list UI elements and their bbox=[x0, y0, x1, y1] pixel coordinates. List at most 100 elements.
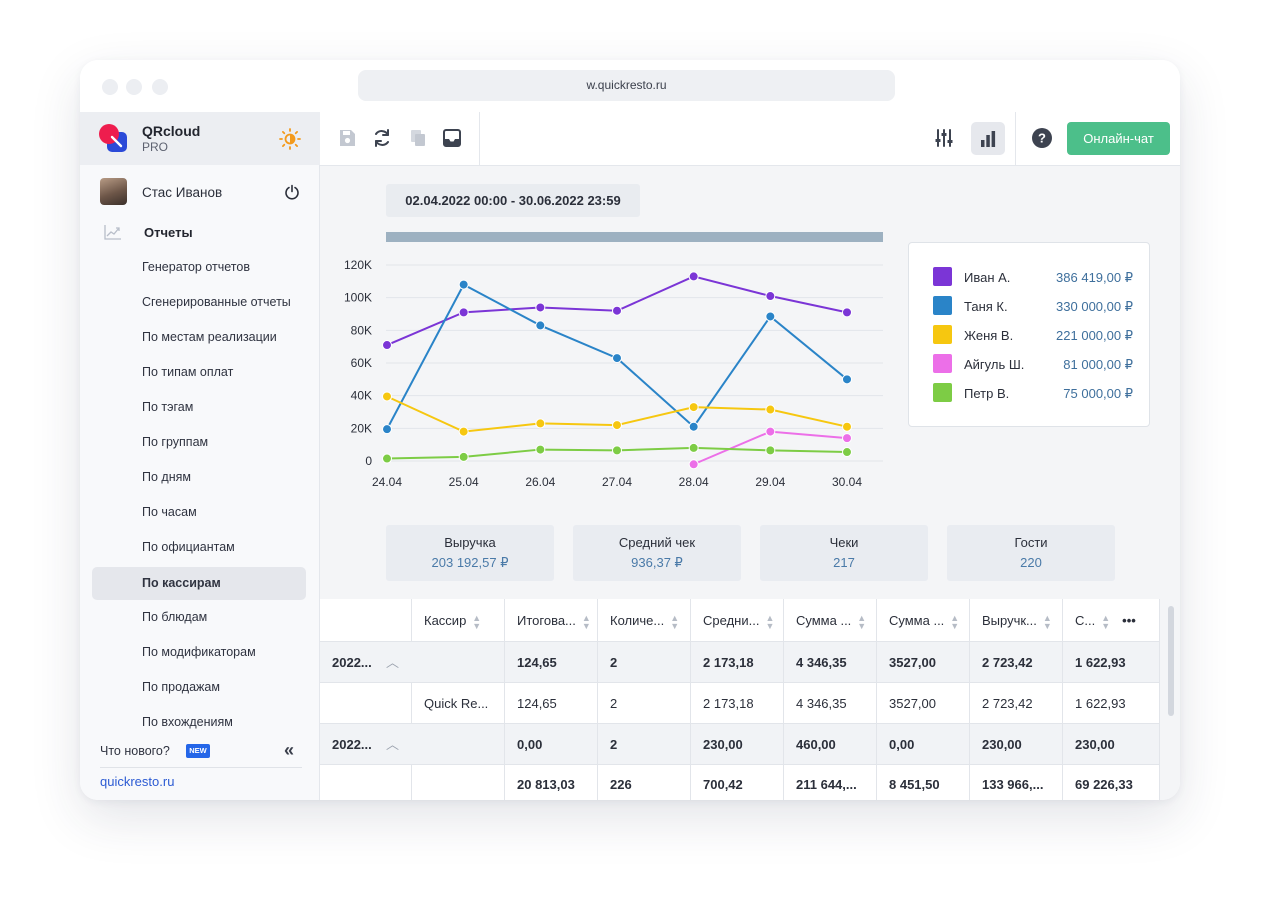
sidebar-item[interactable]: По группам bbox=[142, 435, 209, 449]
data-point bbox=[688, 459, 699, 470]
window-minimize-dot[interactable] bbox=[126, 79, 142, 95]
table-cell: 4 346,35 bbox=[784, 642, 877, 682]
column-header[interactable]: Итогова... ▲ ▼ bbox=[505, 599, 598, 641]
table-cell: 0,00 bbox=[877, 724, 970, 764]
column-header-label: Итогова... bbox=[517, 613, 576, 628]
sidebar-item[interactable]: По блюдам bbox=[142, 610, 208, 624]
legend-entry[interactable]: Таня К. 330 000,00 ₽ bbox=[933, 296, 1133, 316]
whats-new[interactable]: Что нового? NEW « bbox=[100, 740, 302, 764]
data-point bbox=[688, 421, 699, 432]
cell-text: 2 173,18 bbox=[703, 655, 754, 670]
table-cell: 2 173,18 bbox=[691, 642, 784, 682]
online-chat-button[interactable]: Онлайн-чат bbox=[1067, 122, 1170, 155]
sidebar-item[interactable]: По модификаторам bbox=[142, 645, 256, 659]
cell-text: 2 723,42 bbox=[982, 696, 1033, 711]
table-row[interactable]: Quick Re... 124,65 2 2 173,18 4 346,35 3527,0… bbox=[320, 683, 1160, 724]
brand-plan: PRO bbox=[142, 140, 169, 154]
collapse-sidebar-icon[interactable]: « bbox=[284, 740, 295, 760]
sidebar-item[interactable]: По дням bbox=[142, 470, 191, 484]
sort-icon[interactable]: ▲ ▼ bbox=[950, 612, 960, 631]
user-profile[interactable]: Стас Иванов bbox=[100, 178, 310, 206]
column-header[interactable] bbox=[320, 599, 412, 641]
column-header[interactable]: Сумма ... ▲ ▼ bbox=[784, 599, 877, 641]
sidebar-item[interactable]: Генератор отчетов bbox=[142, 260, 250, 274]
kpi-revenue: Выручка 203 192,57 ₽ bbox=[386, 525, 554, 581]
sidebar-item[interactable]: По часам bbox=[142, 505, 197, 519]
more-columns-icon[interactable]: ••• bbox=[1122, 613, 1136, 628]
legend-swatch bbox=[933, 267, 952, 286]
window-close-dot[interactable] bbox=[102, 79, 118, 95]
collapse-group-icon[interactable]: ︿ bbox=[386, 655, 400, 670]
x-tick-label: 25.04 bbox=[449, 475, 479, 489]
data-point bbox=[458, 451, 469, 462]
cell-text: 226 bbox=[610, 777, 632, 792]
whats-new-label[interactable]: Что нового? bbox=[100, 744, 170, 758]
filters-icon[interactable] bbox=[933, 127, 955, 149]
y-tick-label: 80K bbox=[351, 323, 372, 337]
sort-icon[interactable]: ▲ ▼ bbox=[857, 612, 867, 631]
help-icon[interactable]: ? bbox=[1031, 127, 1053, 149]
refresh-icon[interactable] bbox=[371, 127, 393, 149]
table-cell: 4 346,35 bbox=[784, 683, 877, 723]
data-point bbox=[688, 402, 699, 413]
column-header[interactable]: Сумма ... ▲ ▼ bbox=[877, 599, 970, 641]
legend-entry[interactable]: Айгуль Ш. 81 000,00 ₽ bbox=[933, 354, 1133, 374]
site-link[interactable]: quickresto.ru bbox=[100, 774, 175, 789]
copy-icon[interactable] bbox=[407, 127, 429, 149]
column-header[interactable]: Кассир ▲ ▼ bbox=[412, 599, 505, 641]
reports-nav: Генератор отчетов Сгенерированные отчеты П… bbox=[92, 252, 306, 742]
legend-entry[interactable]: Иван А. 386 419,00 ₽ bbox=[933, 267, 1133, 287]
x-tick-label: 30.04 bbox=[832, 475, 862, 489]
table-cell: 2 723,42 bbox=[970, 683, 1063, 723]
sidebar-item[interactable]: По продажам bbox=[142, 680, 220, 694]
cell-text: 230,00 bbox=[703, 737, 743, 752]
theme-toggle-sun-icon[interactable] bbox=[278, 127, 302, 151]
table-header-row[interactable]: Кассир ▲ ▼ Итогова... ▲ ▼ Количе... ▲ ▼ Средни...… bbox=[320, 599, 1160, 642]
address-bar[interactable]: w.quickresto.ru bbox=[358, 70, 895, 101]
sort-icon[interactable]: ▲ ▼ bbox=[765, 612, 775, 631]
sort-icon[interactable]: ▲ ▼ bbox=[670, 612, 680, 631]
sort-icon[interactable]: ▲ ▼ bbox=[472, 612, 482, 631]
reports-section[interactable]: Отчеты bbox=[104, 220, 304, 244]
save-icon[interactable] bbox=[336, 127, 358, 149]
column-header-label: Количе... bbox=[610, 613, 665, 628]
table-group-row[interactable]: 2022... ︿ 0,00 2 230,00 460,00 0,00 230,00 230,0… bbox=[320, 724, 1160, 765]
table-group-row[interactable]: 2022... ︿ 124,65 2 2 173,18 4 346,35 3527,00 2 … bbox=[320, 642, 1160, 683]
legend-entry[interactable]: Петр В. 75 000,00 ₽ bbox=[933, 383, 1133, 403]
sidebar-item[interactable]: По типам оплат bbox=[142, 365, 234, 379]
x-tick-label: 24.04 bbox=[372, 475, 402, 489]
sidebar-item[interactable]: По местам реализации bbox=[142, 330, 277, 344]
table-cell bbox=[320, 765, 412, 800]
column-header[interactable]: Средни... ▲ ▼ bbox=[691, 599, 784, 641]
sidebar-item[interactable]: По кассирам bbox=[92, 567, 306, 600]
cell-text: 2 723,42 bbox=[982, 655, 1033, 670]
data-point bbox=[765, 311, 776, 322]
window-maximize-dot[interactable] bbox=[152, 79, 168, 95]
data-point bbox=[458, 279, 469, 290]
data-point bbox=[612, 420, 622, 431]
legend-entry[interactable]: Женя В. 221 000,00 ₽ bbox=[933, 325, 1133, 345]
kpi-value: 203 192,57 ₽ bbox=[431, 555, 509, 570]
data-point bbox=[535, 320, 546, 331]
sidebar-item[interactable]: По вхождениям bbox=[142, 715, 233, 729]
data-point bbox=[535, 302, 546, 313]
sidebar-item[interactable]: Сгенерированные отчеты bbox=[142, 295, 291, 309]
table-cell: 2 bbox=[598, 683, 691, 723]
table-total-row[interactable]: 20 813,03 226 700,42 211 644,... 8 451,50 133… bbox=[320, 765, 1160, 800]
column-header[interactable]: С... ▲ ▼ ••• bbox=[1063, 599, 1160, 641]
table-scrollbar[interactable] bbox=[1168, 606, 1174, 716]
collapse-group-icon[interactable]: ︿ bbox=[386, 737, 400, 752]
chart-legend: Иван А. 386 419,00 ₽ Таня К. 330 000,00 ₽ Же… bbox=[908, 242, 1150, 427]
sidebar-item[interactable]: По официантам bbox=[142, 540, 235, 554]
chart-view-toggle[interactable] bbox=[971, 122, 1005, 155]
sidebar-item[interactable]: По тэгам bbox=[142, 400, 194, 414]
date-range-picker[interactable]: 02.04.2022 00:00 - 30.06.2022 23:59 bbox=[386, 184, 640, 217]
column-header[interactable]: Выручк... ▲ ▼ bbox=[970, 599, 1063, 641]
power-icon[interactable] bbox=[284, 184, 300, 200]
sort-icon[interactable]: ▲ ▼ bbox=[581, 612, 591, 631]
column-header[interactable]: Количе... ▲ ▼ bbox=[598, 599, 691, 641]
inbox-icon[interactable] bbox=[441, 127, 463, 149]
sort-icon[interactable]: ▲ ▼ bbox=[1101, 612, 1111, 631]
table-cell: 2 bbox=[598, 724, 691, 764]
sort-icon[interactable]: ▲ ▼ bbox=[1042, 612, 1052, 631]
